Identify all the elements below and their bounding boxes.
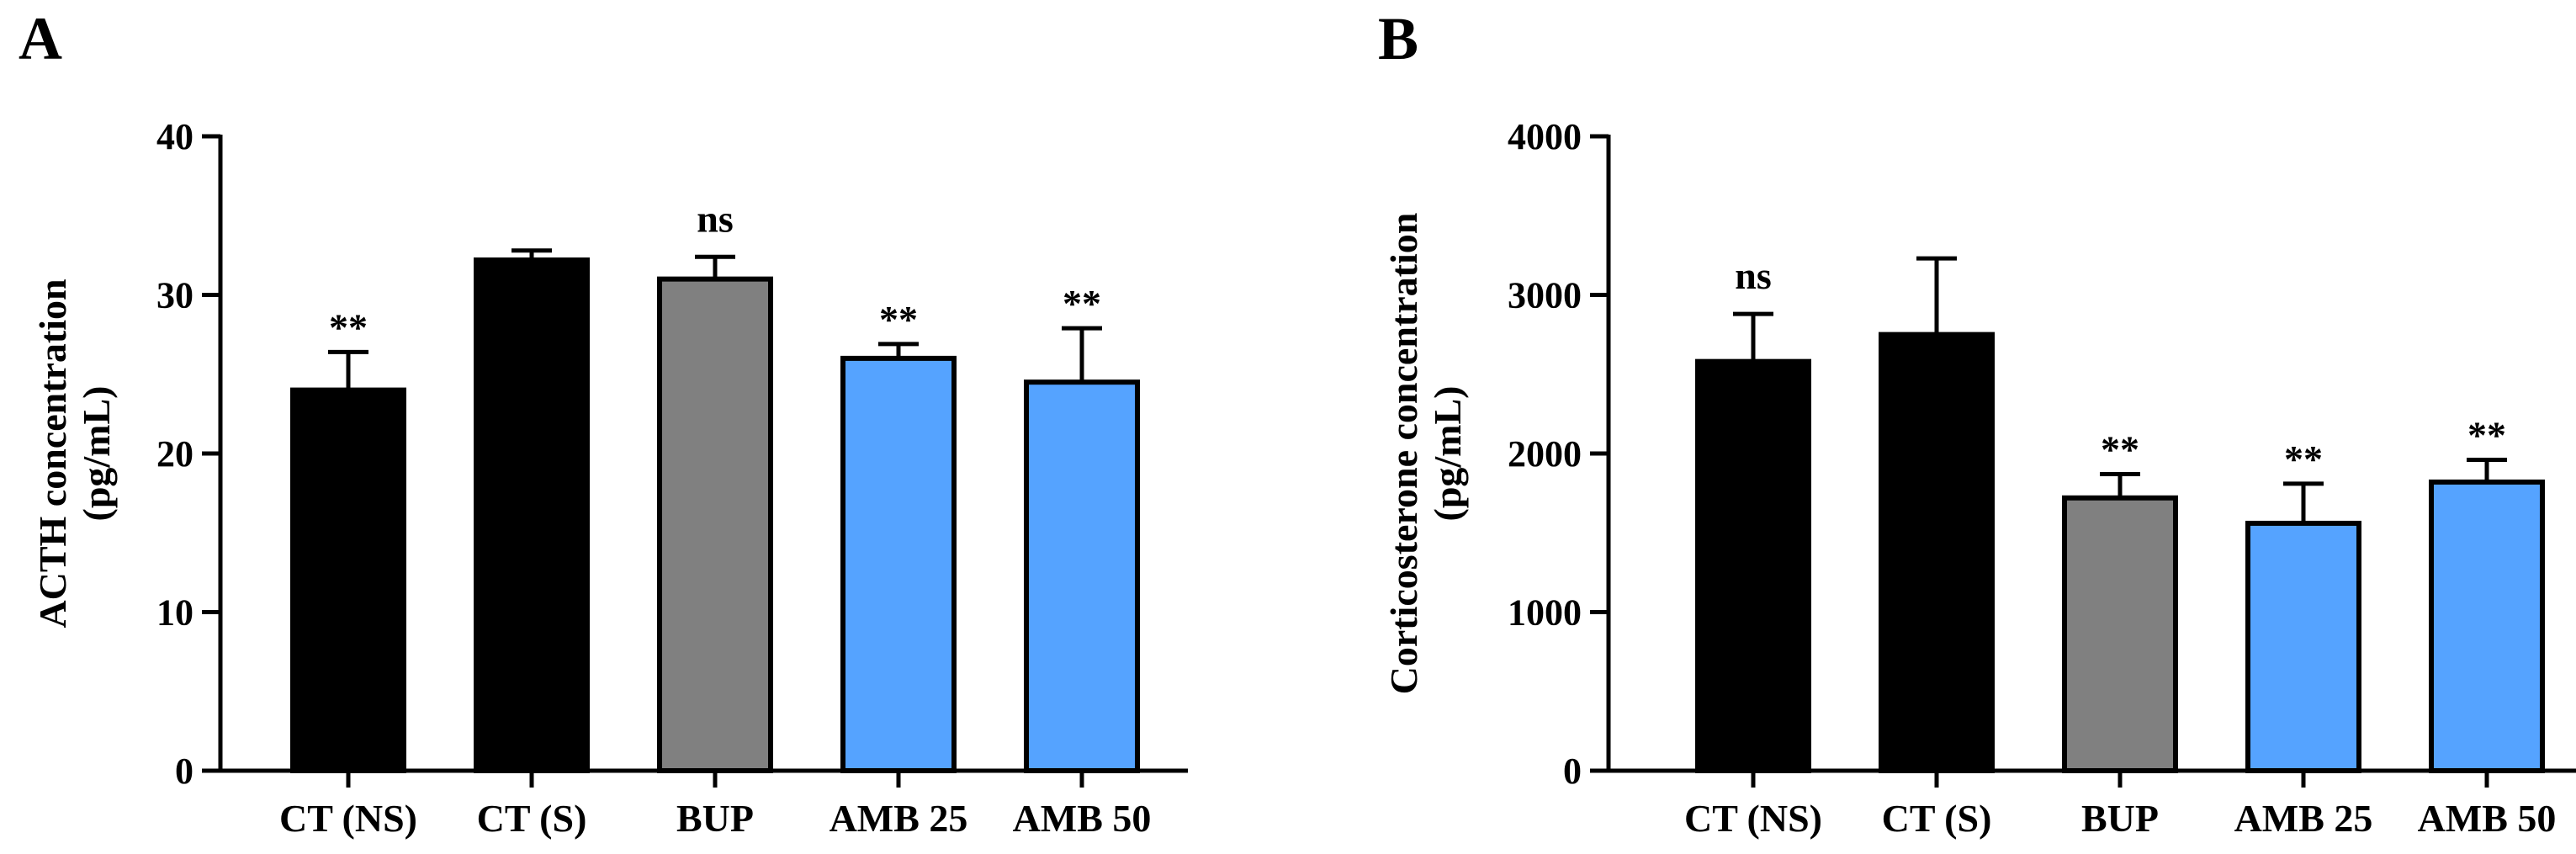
bar-bup (657, 276, 773, 773)
x-tick-label: CT (S) (1882, 797, 1992, 840)
x-tick-label: AMB 50 (1013, 797, 1152, 840)
significance-label: ** (329, 305, 368, 348)
y-tick-label: 3000 (1508, 275, 1582, 316)
x-tick-label: BUP (2081, 797, 2159, 840)
y-axis-unit: (pg/mL) (75, 386, 118, 522)
x-tick-label: CT (NS) (279, 797, 417, 840)
y-axis-unit: (pg/mL) (1426, 386, 1469, 522)
x-tick-label: BUP (676, 797, 754, 840)
bar-ct-s (474, 257, 590, 773)
y-tick-label: 4000 (1508, 116, 1582, 157)
y-tick-label: 1000 (1508, 592, 1582, 634)
panel-letter: B (1378, 5, 1418, 72)
y-axis-title: Corticosterone concentration (1382, 213, 1425, 695)
y-tick-label: 0 (1563, 751, 1582, 792)
bar-amb-25 (840, 355, 957, 773)
significance-label: ** (2467, 414, 2506, 457)
bar-amb-50 (2429, 479, 2545, 773)
panel-a-chart: A ACTH concentration (pg/mL) 0 10 20 30 40 CT (N… (19, 5, 1188, 840)
significance-label: ns (697, 197, 733, 240)
significance-label: ** (2284, 438, 2323, 480)
significance-label: ** (1063, 282, 1101, 325)
y-axis-title: ACTH concentration (31, 278, 74, 628)
significance-label: ** (879, 298, 918, 341)
significance-label: ns (1735, 254, 1771, 297)
y-tick-label: 2000 (1508, 433, 1582, 475)
bar-ct-s (1879, 332, 1995, 773)
x-tick-label: AMB 25 (830, 797, 968, 840)
bar-amb-50 (1024, 379, 1140, 773)
y-tick-label: 0 (175, 751, 193, 792)
x-tick-label: CT (S) (477, 797, 587, 840)
significance-label: ** (2101, 428, 2139, 471)
bar-ct-ns (290, 387, 406, 773)
x-tick-label: AMB 25 (2234, 797, 2373, 840)
y-tick-label: 40 (156, 116, 193, 157)
y-tick-label: 20 (156, 433, 193, 475)
y-tick-label: 30 (156, 275, 193, 316)
x-tick-label: CT (NS) (1684, 797, 1822, 840)
y-tick-label: 10 (156, 592, 193, 634)
panel-letter: A (19, 5, 62, 72)
bar-ct-ns (1695, 358, 1811, 773)
x-tick-label: AMB 50 (2418, 797, 2557, 840)
bar-bup (2062, 495, 2178, 774)
panel-b-chart: B Corticosterone concentration (pg/mL) 0 100… (1378, 5, 2576, 840)
bar-amb-25 (2245, 520, 2361, 773)
